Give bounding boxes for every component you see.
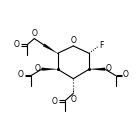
Text: O: O [14,40,20,49]
Polygon shape [42,68,58,71]
Text: O: O [70,36,76,45]
Text: O: O [52,97,58,106]
Text: O: O [123,71,129,79]
Text: O: O [35,64,41,73]
Text: O: O [71,95,77,103]
Polygon shape [43,44,58,53]
Text: O: O [31,28,37,38]
Text: O: O [18,71,24,79]
Text: F: F [100,41,104,50]
Polygon shape [89,68,105,71]
Text: O: O [106,64,112,73]
